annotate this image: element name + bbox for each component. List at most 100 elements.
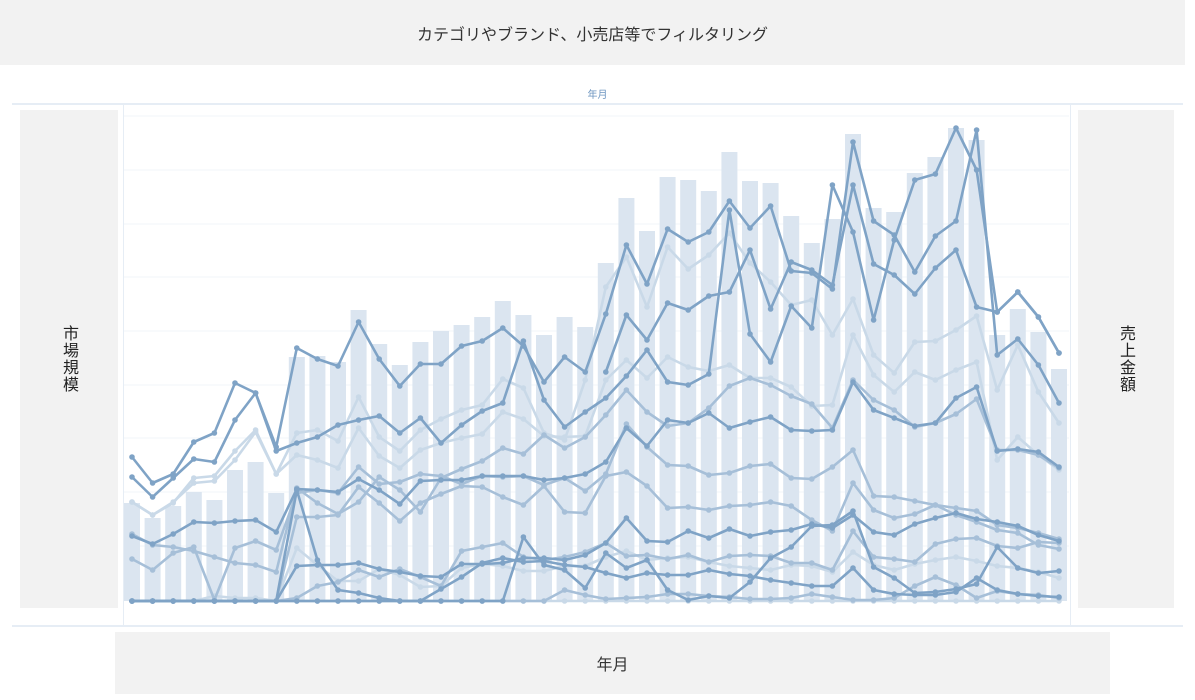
data-point[interactable]	[1056, 420, 1062, 426]
data-point[interactable]	[294, 440, 300, 446]
data-point[interactable]	[829, 402, 836, 408]
data-point[interactable]	[870, 218, 877, 224]
data-point[interactable]	[891, 591, 897, 597]
data-point[interactable]	[438, 361, 444, 367]
data-point[interactable]	[232, 598, 238, 604]
data-point[interactable]	[582, 409, 588, 415]
data-point[interactable]	[170, 544, 176, 550]
data-point[interactable]	[767, 461, 774, 467]
data-point[interactable]	[809, 325, 815, 331]
data-point[interactable]	[747, 331, 753, 337]
data-point[interactable]	[850, 447, 856, 453]
data-point[interactable]	[788, 268, 794, 274]
data-point[interactable]	[541, 568, 547, 574]
data-point[interactable]	[1056, 400, 1062, 406]
data-point[interactable]	[603, 459, 609, 465]
data-point[interactable]	[355, 499, 362, 505]
data-point[interactable]	[850, 565, 856, 571]
data-point[interactable]	[623, 242, 630, 248]
data-point[interactable]	[273, 569, 280, 575]
data-point[interactable]	[376, 453, 383, 459]
data-point[interactable]	[891, 370, 897, 376]
data-point[interactable]	[479, 544, 486, 550]
data-point[interactable]	[685, 597, 691, 603]
data-point[interactable]	[932, 233, 939, 239]
data-point[interactable]	[891, 415, 897, 421]
data-point[interactable]	[438, 491, 444, 497]
bar[interactable]	[556, 317, 573, 601]
data-point[interactable]	[912, 511, 918, 517]
bar[interactable]	[227, 470, 243, 601]
data-point[interactable]	[294, 598, 300, 604]
data-point[interactable]	[479, 338, 486, 344]
data-point[interactable]	[664, 598, 671, 604]
data-point[interactable]	[1035, 314, 1042, 320]
data-point[interactable]	[1015, 446, 1021, 452]
data-point[interactable]	[376, 574, 383, 580]
bar[interactable]	[247, 462, 264, 601]
data-point[interactable]	[355, 590, 362, 596]
data-point[interactable]	[623, 421, 630, 427]
data-point[interactable]	[458, 574, 465, 580]
data-point[interactable]	[397, 487, 403, 493]
data-point[interactable]	[520, 416, 527, 422]
data-point[interactable]	[458, 422, 465, 428]
data-point[interactable]	[932, 171, 939, 177]
data-point[interactable]	[664, 423, 671, 429]
data-point[interactable]	[355, 417, 362, 423]
data-point[interactable]	[129, 499, 135, 505]
data-point[interactable]	[747, 419, 753, 425]
data-point[interactable]	[870, 564, 877, 570]
bar[interactable]	[762, 183, 779, 601]
bar[interactable]	[124, 503, 140, 601]
data-point[interactable]	[953, 247, 959, 253]
data-point[interactable]	[726, 289, 733, 295]
data-point[interactable]	[397, 465, 403, 471]
data-point[interactable]	[912, 583, 918, 589]
data-point[interactable]	[870, 352, 877, 358]
data-point[interactable]	[706, 535, 712, 541]
data-point[interactable]	[561, 424, 568, 430]
data-point[interactable]	[644, 347, 650, 353]
data-point[interactable]	[294, 487, 300, 493]
data-point[interactable]	[397, 479, 403, 485]
data-point[interactable]	[149, 480, 156, 486]
data-point[interactable]	[788, 384, 794, 390]
data-point[interactable]	[809, 598, 815, 604]
data-point[interactable]	[603, 284, 609, 290]
data-point[interactable]	[644, 594, 650, 600]
data-point[interactable]	[520, 502, 527, 508]
data-point[interactable]	[912, 269, 918, 275]
data-point[interactable]	[767, 596, 774, 602]
bar[interactable]	[144, 518, 161, 601]
data-point[interactable]	[953, 589, 959, 595]
data-point[interactable]	[664, 539, 671, 545]
line-line-14[interactable]	[129, 555, 1062, 604]
bar[interactable]	[886, 212, 903, 601]
data-point[interactable]	[129, 533, 135, 539]
data-point[interactable]	[294, 545, 300, 551]
line-line-2[interactable]	[129, 125, 1062, 500]
data-point[interactable]	[1035, 593, 1042, 599]
data-point[interactable]	[706, 567, 712, 573]
data-point[interactable]	[541, 397, 547, 403]
data-point[interactable]	[294, 345, 300, 351]
data-point[interactable]	[850, 549, 856, 555]
data-point[interactable]	[335, 465, 341, 471]
data-point[interactable]	[644, 598, 650, 604]
data-point[interactable]	[273, 547, 280, 553]
data-point[interactable]	[912, 339, 918, 345]
data-point[interactable]	[685, 572, 691, 578]
data-point[interactable]	[170, 550, 176, 556]
data-point[interactable]	[520, 473, 527, 479]
data-point[interactable]	[1035, 449, 1042, 455]
data-point[interactable]	[726, 362, 733, 368]
data-point[interactable]	[1056, 575, 1062, 581]
data-point[interactable]	[417, 573, 424, 579]
data-point[interactable]	[747, 552, 753, 558]
data-point[interactable]	[479, 458, 486, 464]
data-point[interactable]	[973, 516, 980, 522]
data-point[interactable]	[541, 483, 547, 489]
bar[interactable]	[618, 198, 635, 601]
data-point[interactable]	[170, 475, 176, 481]
